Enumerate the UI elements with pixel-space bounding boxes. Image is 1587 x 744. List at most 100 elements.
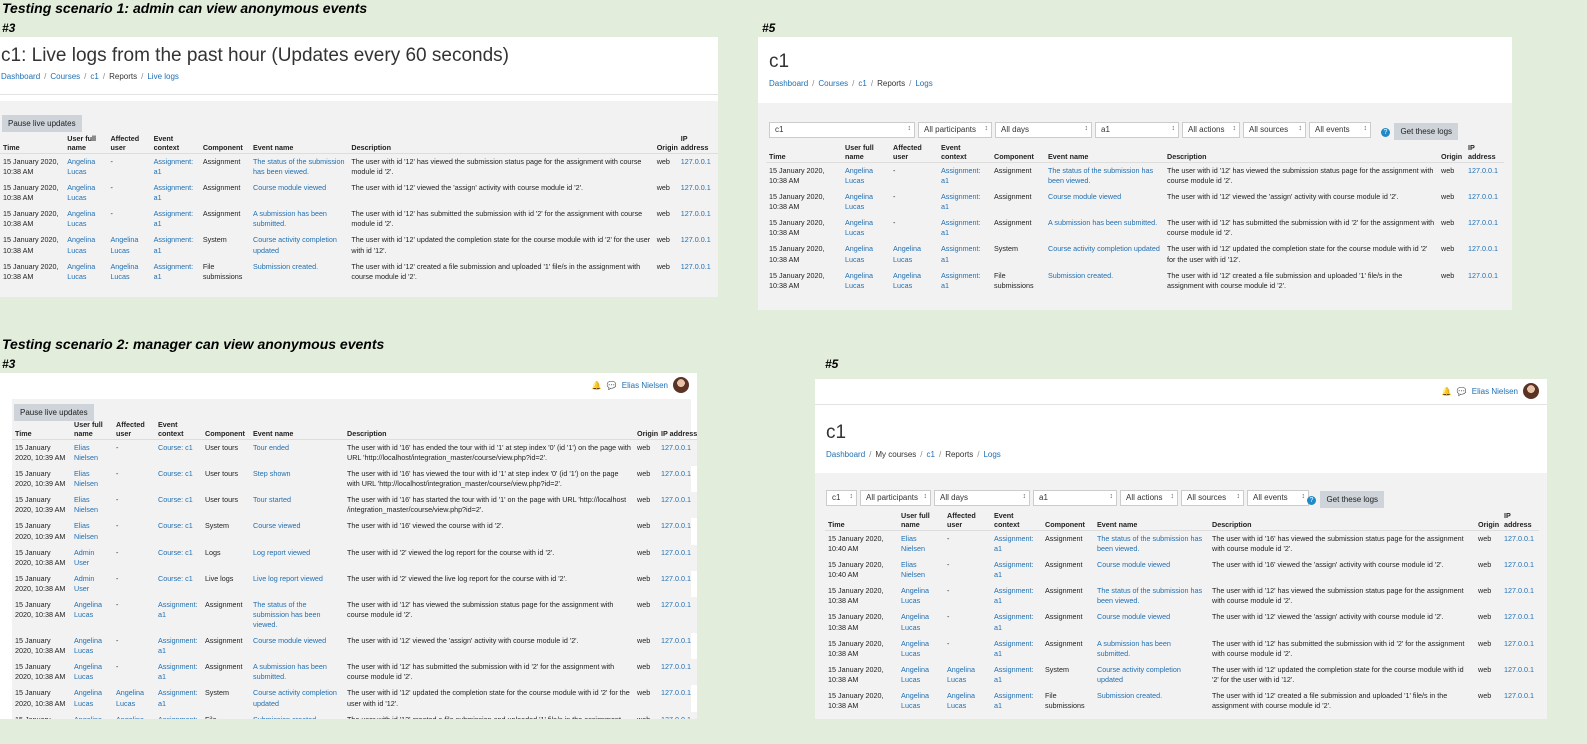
table-cell[interactable]: Live log report viewed xyxy=(253,573,323,583)
table-cell[interactable]: Assignment: a1 xyxy=(153,235,194,255)
table-cell[interactable]: Course: c1 xyxy=(158,521,193,531)
breadcrumb-item[interactable]: Logs xyxy=(915,79,933,88)
user-menu[interactable]: 🔔 💬 Elias Nielsen xyxy=(592,377,689,393)
chat-icon[interactable]: 💬 xyxy=(606,380,617,390)
help-icon[interactable]: ? xyxy=(1307,496,1316,505)
table-cell[interactable]: Assignment: a1 xyxy=(155,659,202,686)
breadcrumb-item[interactable]: Logs xyxy=(983,450,1001,459)
table-cell[interactable]: Assignment: a1 xyxy=(150,258,200,285)
table-cell[interactable]: 127.0.0.1 xyxy=(1501,687,1539,715)
filter-select[interactable]: All actions xyxy=(1120,490,1178,506)
table-cell[interactable]: 127.0.0.1 xyxy=(658,711,697,719)
table-cell[interactable]: Tour started xyxy=(250,492,344,519)
breadcrumb-item[interactable]: Dashboard xyxy=(1,72,41,81)
table-cell[interactable]: Course activity completion updated xyxy=(1097,664,1181,684)
table-cell[interactable]: 127.0.0.1 xyxy=(1465,162,1504,190)
table-cell[interactable]: A submission has been submitted. xyxy=(1094,635,1209,662)
filter-select[interactable]: All events xyxy=(1309,122,1371,138)
table-cell[interactable]: 127.0.0.1 xyxy=(658,596,697,634)
get-these-logs-button[interactable]: Get these logs xyxy=(1320,491,1385,508)
filter-select[interactable]: All events xyxy=(1247,490,1309,506)
table-cell[interactable]: Elias Nielsen xyxy=(74,521,98,541)
table-cell[interactable]: Angelina Lucas xyxy=(74,636,102,656)
table-cell[interactable]: 127.0.0.1 xyxy=(1501,635,1539,662)
table-cell[interactable]: Assignment: a1 xyxy=(150,206,200,233)
table-cell[interactable]: Assignment: a1 xyxy=(150,153,200,181)
table-cell[interactable]: Angelina Lucas xyxy=(893,244,921,264)
table-cell[interactable]: Tour ended xyxy=(250,439,344,467)
table-cell[interactable]: Assignment: a1 xyxy=(941,244,981,264)
table-cell[interactable]: Assignment: a1 xyxy=(153,183,194,203)
table-cell[interactable]: Angelina Lucas xyxy=(842,162,890,190)
table-cell[interactable]: Course activity completion updated xyxy=(253,235,337,255)
filter-select[interactable]: All participants xyxy=(918,122,992,138)
table-cell[interactable]: 127.0.0.1 xyxy=(661,636,691,646)
table-cell[interactable]: The status of the submission has been vi… xyxy=(1094,530,1209,558)
table-cell[interactable]: The status of the submission has been vi… xyxy=(250,596,344,634)
filter-select[interactable]: a1 xyxy=(1095,122,1179,138)
filter-select[interactable]: All days xyxy=(934,490,1030,506)
table-cell[interactable]: Angelina Lucas xyxy=(107,258,151,285)
table-cell[interactable]: 127.0.0.1 xyxy=(1501,583,1539,610)
table-cell[interactable]: Assignment: a1 xyxy=(991,687,1042,715)
table-cell[interactable]: Angelina Lucas xyxy=(842,267,890,294)
table-cell[interactable]: Angelina Lucas xyxy=(845,244,873,264)
table-cell[interactable]: 127.0.0.1 xyxy=(1468,192,1498,202)
table-cell[interactable]: Assignment: a1 xyxy=(994,612,1034,632)
table-cell[interactable]: Angelina Lucas xyxy=(110,235,139,255)
table-cell[interactable]: A submission has been submitted. xyxy=(250,206,349,233)
table-cell[interactable]: Course: c1 xyxy=(158,573,193,583)
table-cell[interactable]: Assignment: a1 xyxy=(155,596,202,634)
filter-select[interactable]: c1 xyxy=(769,122,915,138)
get-these-logs-button[interactable]: Get these logs xyxy=(1394,123,1459,140)
table-cell[interactable]: 127.0.0.1 xyxy=(661,573,691,583)
table-cell[interactable]: 127.0.0.1 xyxy=(677,258,718,285)
table-cell[interactable]: Angelina Lucas xyxy=(71,711,113,719)
table-cell[interactable]: The status of the submission has been vi… xyxy=(1094,583,1209,610)
table-cell[interactable]: 127.0.0.1 xyxy=(661,521,691,531)
user-name[interactable]: Elias Nielsen xyxy=(621,380,668,390)
table-cell[interactable]: 127.0.0.1 xyxy=(1465,267,1504,294)
bell-icon[interactable]: 🔔 xyxy=(1441,386,1452,396)
table-cell[interactable]: Course module viewed xyxy=(1097,612,1171,622)
table-cell[interactable]: Course module viewed xyxy=(1097,560,1171,570)
table-cell[interactable]: Submission created. xyxy=(1045,267,1164,294)
table-cell[interactable]: Elias Nielsen xyxy=(901,560,925,580)
table-cell[interactable]: Course: c1 xyxy=(155,439,202,467)
table-cell[interactable]: Assignment: a1 xyxy=(158,688,198,708)
table-cell[interactable]: Course module viewed xyxy=(1048,192,1122,202)
table-cell[interactable]: Submission created. xyxy=(1094,687,1209,715)
table-cell[interactable]: Angelina Lucas xyxy=(71,596,113,634)
table-cell[interactable]: 127.0.0.1 xyxy=(658,439,697,467)
breadcrumb-item[interactable]: c1 xyxy=(858,79,867,88)
table-cell[interactable]: Assignment: a1 xyxy=(994,664,1034,684)
table-cell[interactable]: 127.0.0.1 xyxy=(658,492,697,519)
table-cell[interactable]: Angelina Lucas xyxy=(842,215,890,242)
breadcrumb-item[interactable]: Dashboard xyxy=(826,450,866,459)
table-cell[interactable]: Angelina Lucas xyxy=(845,192,873,212)
table-cell[interactable]: 127.0.0.1 xyxy=(658,544,697,571)
table-cell[interactable]: Assignment: a1 xyxy=(158,636,198,656)
table-cell[interactable]: Angelina Lucas xyxy=(113,711,155,719)
table-cell[interactable]: Angelina Lucas xyxy=(116,688,144,708)
table-cell[interactable]: Course: c1 xyxy=(155,544,202,571)
table-cell[interactable]: 127.0.0.1 xyxy=(1501,530,1539,558)
table-cell[interactable]: 127.0.0.1 xyxy=(680,235,711,245)
table-cell[interactable]: A submission has been submitted. xyxy=(250,659,344,686)
breadcrumb-item[interactable]: Live logs xyxy=(147,72,179,81)
table-cell[interactable]: 127.0.0.1 xyxy=(661,469,691,479)
table-cell[interactable]: Angelina Lucas xyxy=(898,583,944,610)
table-cell[interactable]: 127.0.0.1 xyxy=(1468,244,1498,254)
table-cell[interactable]: Assignment: a1 xyxy=(938,215,991,242)
table-cell[interactable]: Assignment: a1 xyxy=(994,560,1034,580)
breadcrumb-item[interactable]: Courses xyxy=(818,79,849,88)
table-cell[interactable]: Assignment: a1 xyxy=(938,162,991,190)
table-cell[interactable]: Angelina Lucas xyxy=(64,258,108,285)
table-cell[interactable]: Angelina Lucas xyxy=(898,687,944,715)
bell-icon[interactable]: 🔔 xyxy=(591,380,602,390)
breadcrumb-item[interactable]: c1 xyxy=(926,450,935,459)
table-cell[interactable]: 127.0.0.1 xyxy=(1504,612,1534,622)
table-cell[interactable]: Elias Nielsen xyxy=(74,469,98,489)
breadcrumb-item[interactable]: Dashboard xyxy=(769,79,809,88)
table-cell[interactable]: 127.0.0.1 xyxy=(680,183,711,193)
